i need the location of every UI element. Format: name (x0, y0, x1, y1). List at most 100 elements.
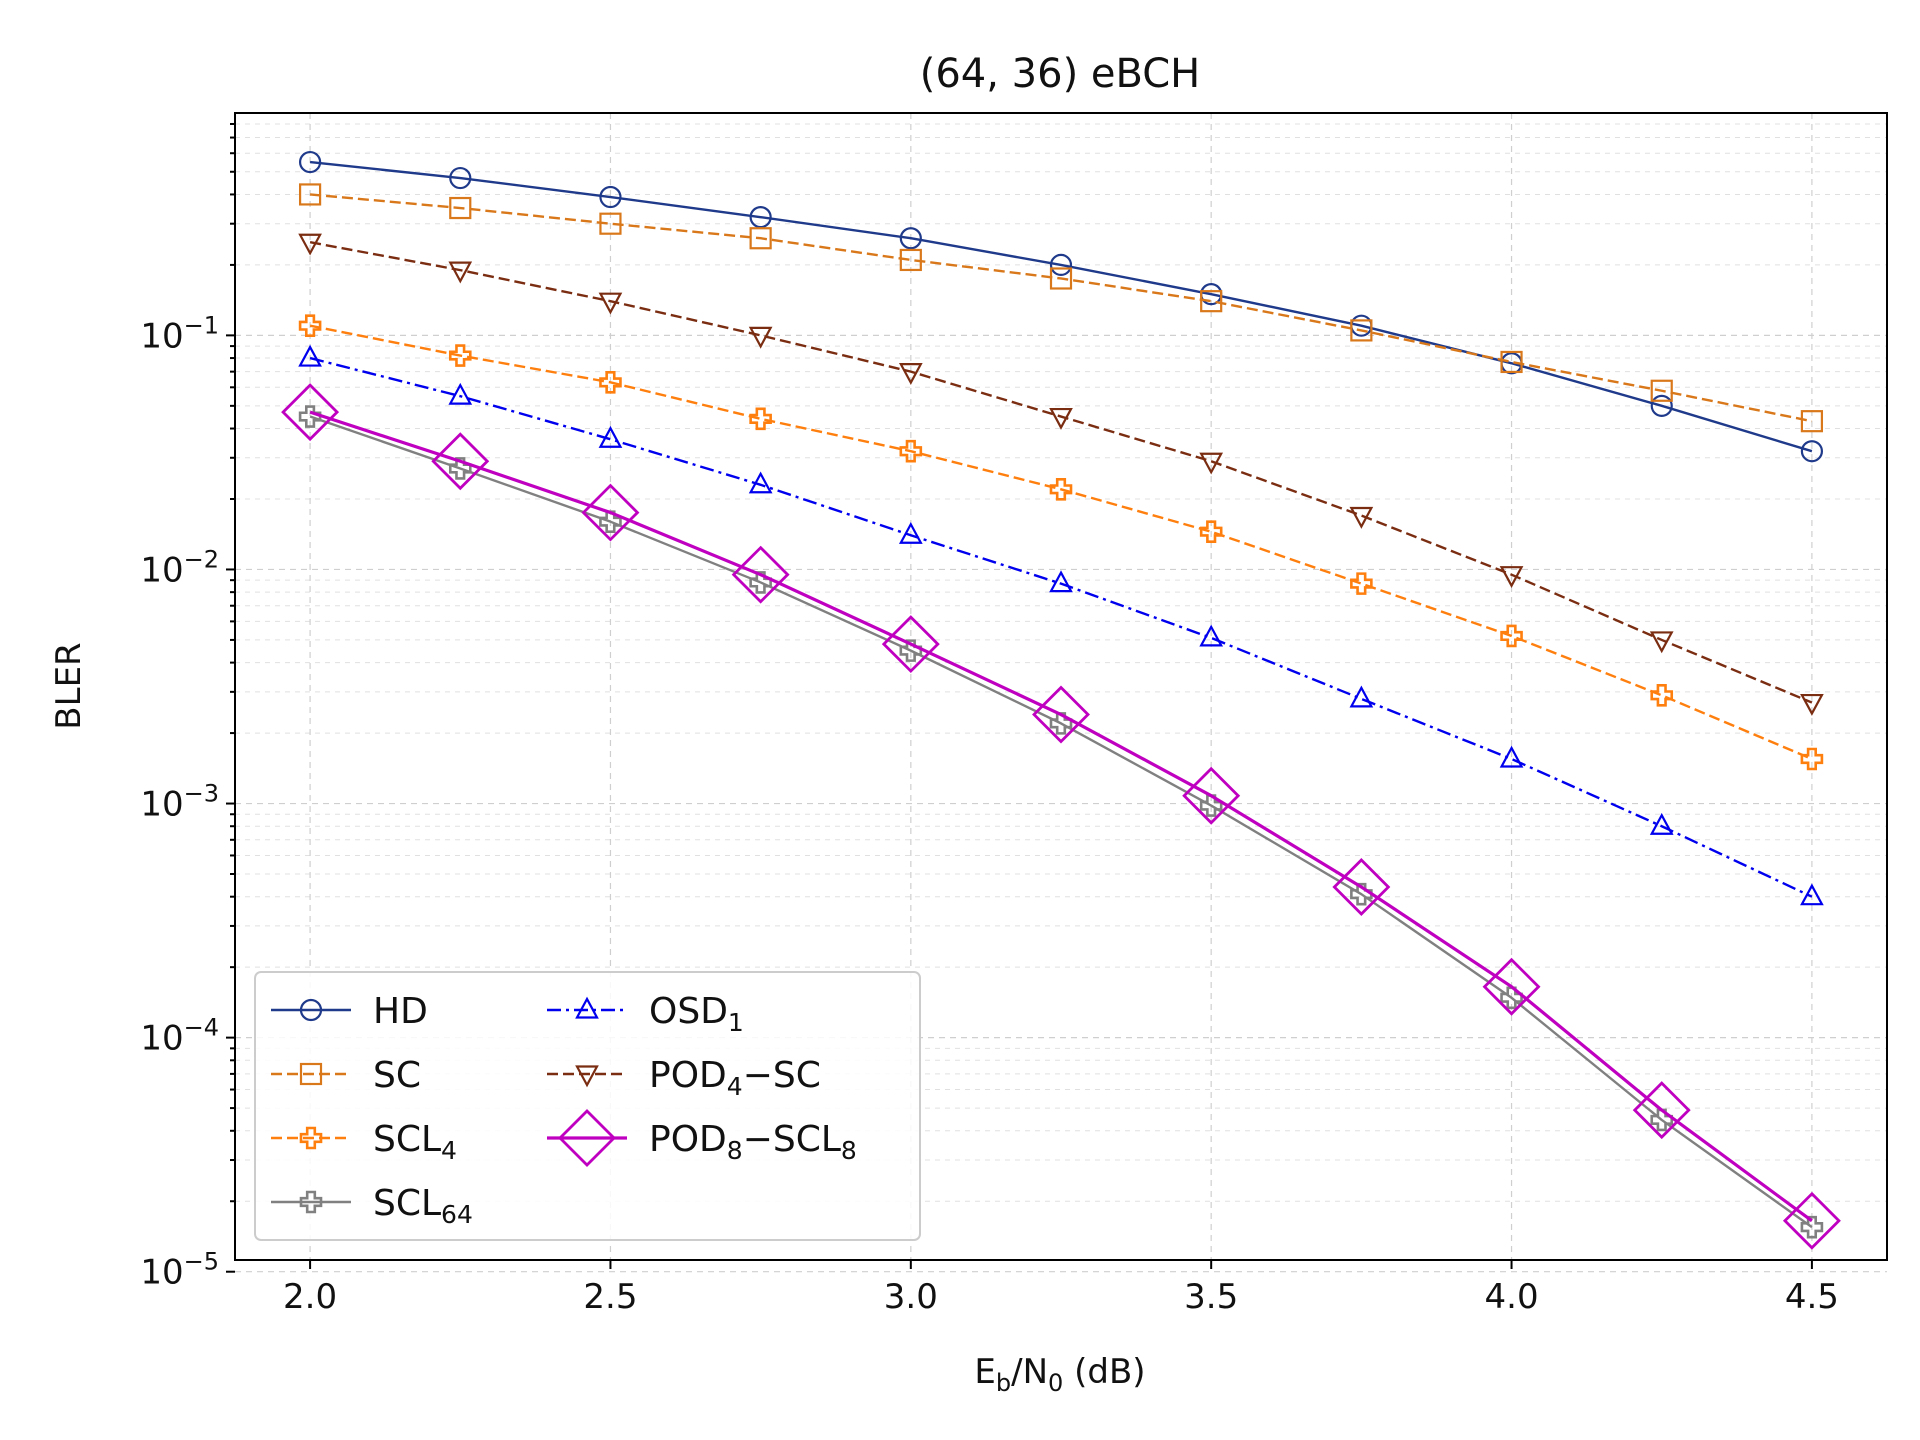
series-line (309, 415, 1813, 1229)
data-point (431, 432, 490, 491)
legend-box (254, 971, 921, 1241)
data-point (449, 166, 472, 190)
data-point (1800, 440, 1824, 463)
legend-item-hd: HD (271, 991, 428, 1032)
data-point (1650, 379, 1673, 402)
data-point (749, 407, 772, 431)
data-point (898, 521, 923, 544)
data-point (748, 471, 773, 494)
data-point (448, 344, 472, 367)
y-tick-label: 10−3 (140, 780, 219, 825)
data-point (1332, 858, 1391, 916)
data-point (599, 371, 622, 394)
data-point (1650, 394, 1673, 417)
legend-item-scl64: SCL64 (271, 1183, 473, 1229)
data-point (749, 206, 772, 229)
data-point (448, 261, 473, 284)
series-line (309, 410, 1813, 1223)
data-point (748, 326, 773, 349)
data-point (1800, 410, 1824, 433)
series-line (309, 160, 1813, 453)
series-line (309, 356, 1813, 898)
legend-label: HD (373, 991, 428, 1032)
data-point (298, 183, 322, 206)
series-scl4 (298, 314, 1824, 771)
data-point (899, 439, 923, 463)
data-point (1349, 685, 1374, 708)
data-point (1049, 253, 1073, 277)
data-point (1049, 407, 1073, 430)
data-point (1499, 566, 1524, 588)
legend-label: SC (373, 1055, 421, 1096)
data-point (1500, 350, 1523, 374)
data-point (599, 510, 622, 533)
legend-label: POD4−SC (649, 1055, 821, 1101)
data-point (881, 615, 940, 674)
data-point (298, 150, 322, 174)
y-axis: 10−1 10−2 10−3 10−4 10−5 (140, 122, 235, 1293)
legend-label: OSD1 (649, 991, 744, 1037)
data-point (1782, 1191, 1841, 1250)
data-point (1650, 1108, 1674, 1132)
data-point (598, 425, 623, 448)
data-point (1350, 572, 1373, 595)
data-point (1182, 766, 1241, 825)
x-axis-label: Eb/N0 (dB) (974, 1352, 1145, 1397)
data-point (1199, 624, 1224, 647)
legend-label: SCL4 (373, 1119, 457, 1165)
x-tick-label: 2.0 (283, 1277, 337, 1317)
data-point (449, 196, 472, 220)
x-axis: 2.0 2.5 3.0 3.5 4.0 4.5 (283, 1260, 1839, 1317)
data-point (298, 344, 322, 367)
data-point (1049, 267, 1073, 290)
x-tick-label: 4.0 (1485, 1277, 1539, 1317)
legend-item-sc: SC (271, 1055, 421, 1096)
series-layer (281, 150, 1841, 1250)
data-point (298, 233, 322, 256)
data-point (1200, 290, 1223, 313)
data-point (1032, 685, 1090, 744)
data-point (899, 248, 922, 272)
data-point (731, 545, 790, 604)
data-point (1500, 624, 1523, 648)
data-point (1632, 1081, 1691, 1140)
data-point (448, 457, 472, 480)
legend-item-pod4-sc: POD4−SC (547, 1055, 821, 1101)
series-line (309, 193, 1813, 423)
legend-marker (299, 998, 323, 1022)
series-osd1 (298, 344, 1824, 906)
series-line (309, 324, 1813, 761)
data-point (281, 383, 340, 442)
data-point (1650, 684, 1674, 707)
series-sc (298, 183, 1824, 433)
y-tick-label: 10−2 (140, 545, 219, 590)
data-point (1350, 319, 1373, 342)
legend-marker (575, 1065, 599, 1088)
series-line (309, 241, 1813, 704)
data-point (749, 571, 772, 594)
data-point (598, 292, 623, 315)
data-point (1049, 712, 1073, 735)
data-point (1800, 883, 1824, 906)
legend-marker (299, 1062, 323, 1086)
data-point (599, 212, 622, 235)
data-point (1500, 986, 1523, 1010)
legend-label: POD8−SCL8 (649, 1119, 857, 1165)
plot-frame (234, 112, 1888, 1261)
data-point (1199, 794, 1223, 817)
series-pod4-sc (298, 233, 1824, 716)
data-point (898, 363, 923, 385)
legend-marker (299, 1190, 323, 1214)
data-point (1499, 745, 1524, 768)
data-point (1199, 452, 1224, 475)
y-axis-label: BLER (49, 642, 89, 729)
data-point (1649, 631, 1674, 654)
legend-marker (575, 996, 599, 1019)
data-point (581, 483, 640, 542)
data-point (1800, 693, 1824, 716)
series-pod8-scl8 (281, 383, 1841, 1250)
x-tick-label: 3.5 (1184, 1277, 1238, 1317)
data-point (448, 382, 473, 405)
data-point (1649, 812, 1674, 835)
